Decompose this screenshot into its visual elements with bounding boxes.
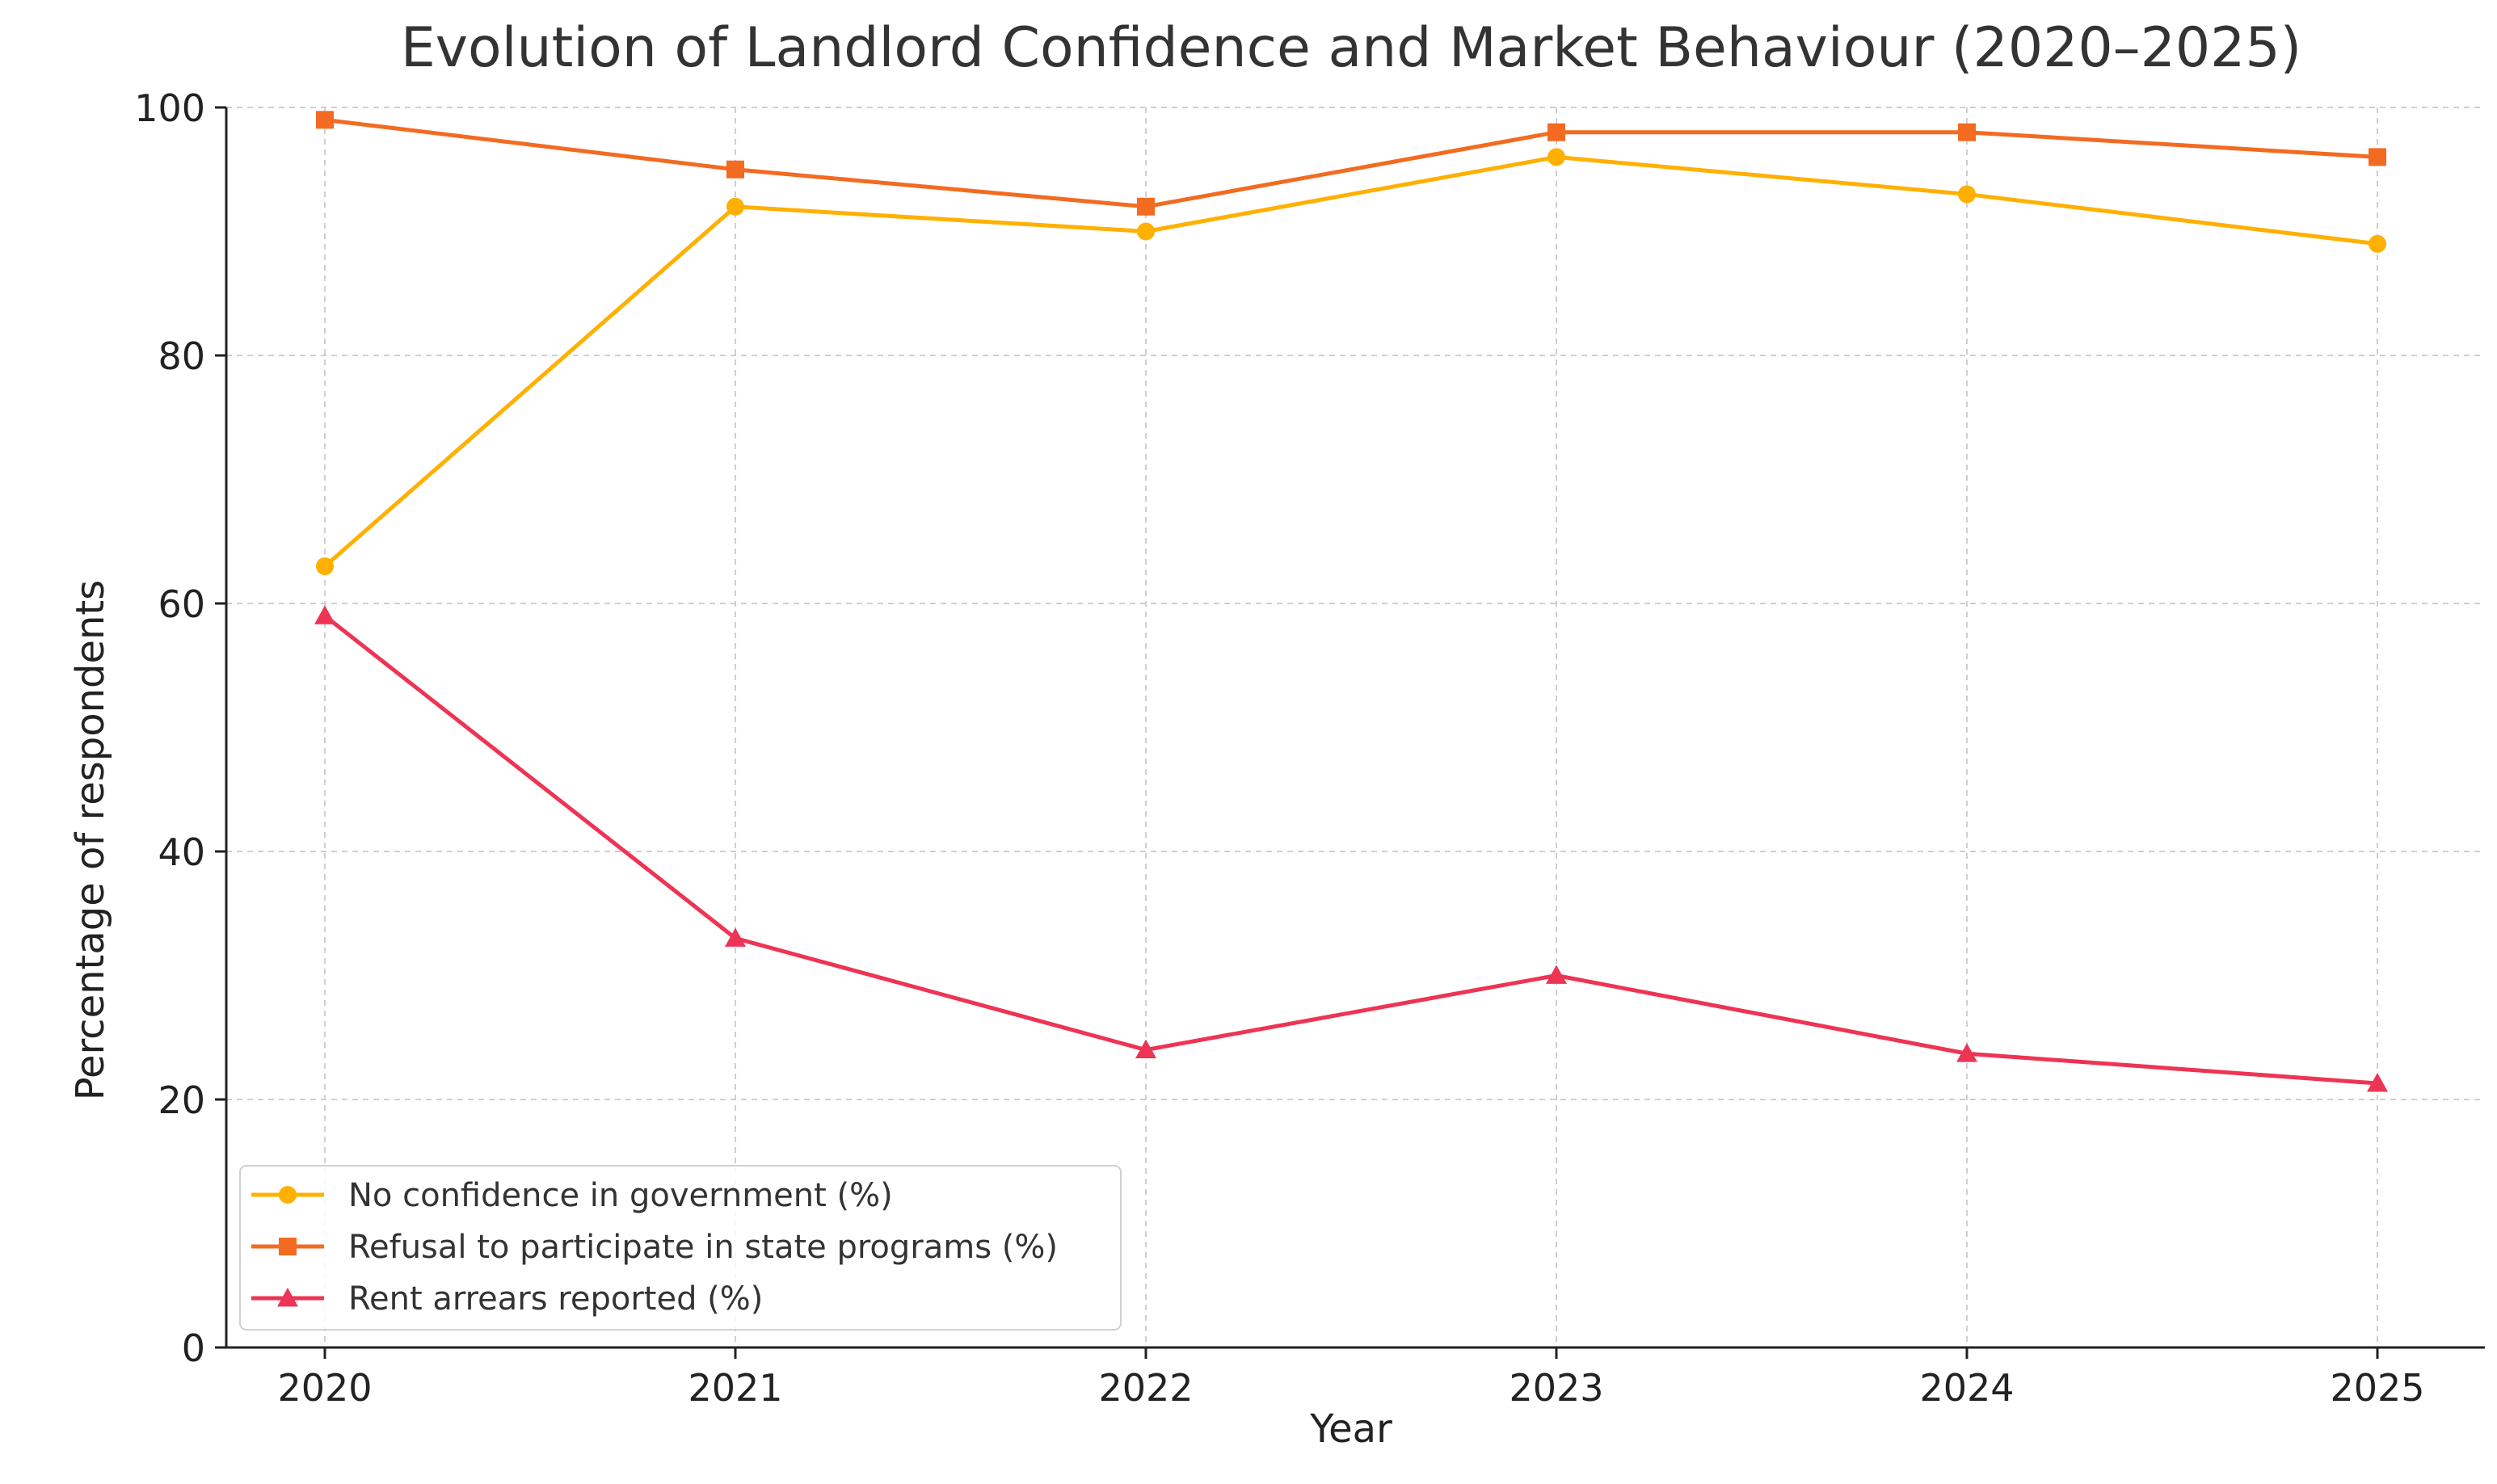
- data-point: [1958, 123, 1976, 141]
- y-tick-label: 0: [182, 1326, 205, 1370]
- legend-label: Refusal to participate in state programs…: [348, 1229, 1058, 1266]
- data-point: [725, 927, 746, 947]
- x-tick-label: 2020: [277, 1366, 372, 1410]
- legend-label: No confidence in government (%): [348, 1177, 893, 1214]
- x-tick-label: 2025: [2330, 1366, 2424, 1410]
- legend-entry: Rent arrears reported (%): [251, 1280, 763, 1318]
- series-2: [316, 111, 2386, 216]
- data-point: [726, 160, 744, 179]
- y-tick-label: 60: [158, 582, 205, 626]
- x-axis-label: Year: [1309, 1406, 1392, 1452]
- data-point: [1137, 222, 1155, 241]
- x-tick-label: 2021: [688, 1366, 782, 1410]
- legend-marker: [277, 1288, 298, 1307]
- y-tick-label: 100: [134, 86, 205, 130]
- legend: No confidence in government (%) Refusal t…: [239, 1165, 1122, 1331]
- legend-marker: [279, 1186, 297, 1204]
- data-point: [316, 111, 334, 129]
- data-point: [2367, 1073, 2388, 1092]
- x-tick-label: 2023: [1509, 1366, 1603, 1410]
- data-point: [1547, 148, 1565, 166]
- data-point: [316, 557, 334, 575]
- legend-label: Rent arrears reported (%): [348, 1280, 763, 1318]
- x-tick-label: 2022: [1098, 1366, 1193, 1410]
- tick-labels: 0 20 40 60 80 100 2020 2021 2022 2023 2024 2025: [134, 86, 2424, 1410]
- series-1: [316, 148, 2386, 575]
- x-tick-label: 2024: [1919, 1366, 2014, 1410]
- data-point: [2369, 148, 2386, 166]
- legend-box: [239, 1165, 1122, 1331]
- data-point: [1135, 1039, 1156, 1058]
- legend-marker: [279, 1238, 297, 1255]
- data-point: [314, 605, 335, 624]
- data-point: [1546, 965, 1567, 984]
- data-point: [726, 197, 744, 216]
- data-point: [1958, 185, 1976, 204]
- legend-entry: No confidence in government (%): [251, 1177, 893, 1214]
- series-line: [322, 613, 2380, 1086]
- grid-lines: [226, 107, 2485, 1347]
- series-3: [314, 605, 2388, 1092]
- axes: [215, 106, 2485, 1359]
- chart-title: Evolution of Landlord Confidence and Mar…: [401, 16, 2301, 80]
- data-point: [2369, 234, 2386, 253]
- y-tick-label: 80: [158, 334, 205, 378]
- data-point: [1956, 1043, 1977, 1062]
- y-tick-label: 40: [158, 830, 205, 874]
- y-tick-label: 20: [158, 1078, 205, 1122]
- data-point: [1137, 197, 1155, 216]
- legend-entry: Refusal to participate in state programs…: [251, 1229, 1058, 1266]
- y-axis-label: Percentage of respondents: [68, 580, 113, 1101]
- series-line: [322, 117, 2380, 209]
- data-series: [314, 111, 2388, 1092]
- data-point: [1547, 123, 1565, 141]
- series-line: [322, 154, 2380, 569]
